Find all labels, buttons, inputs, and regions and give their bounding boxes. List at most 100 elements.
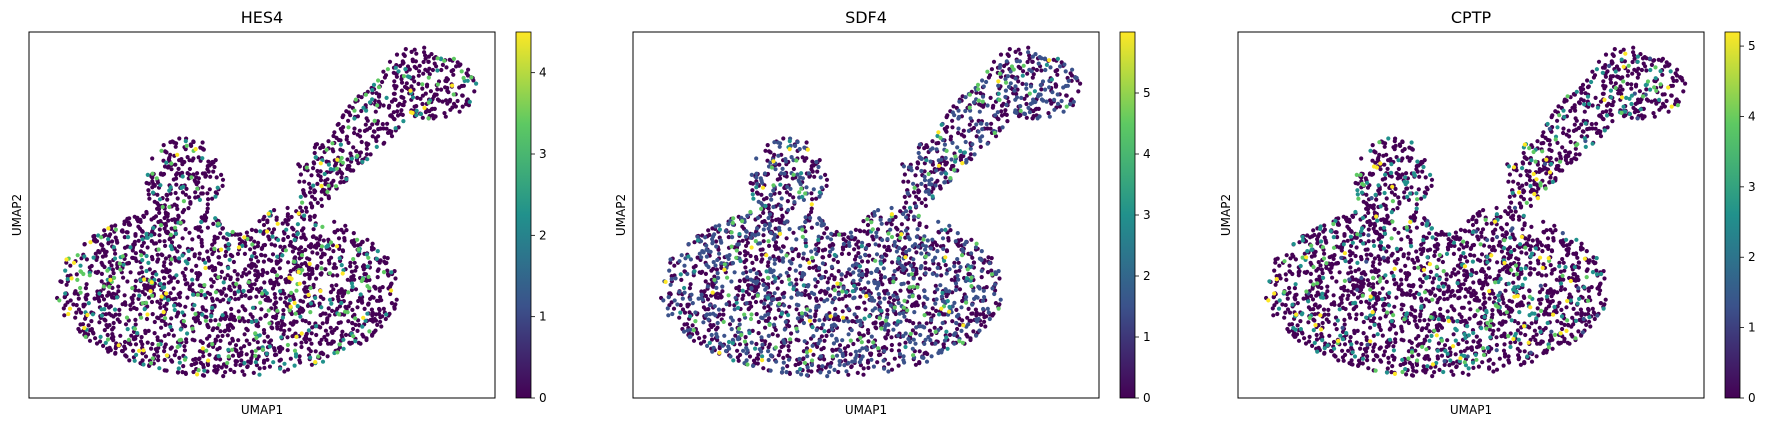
cell-point — [836, 292, 841, 297]
cell-point — [103, 251, 108, 256]
cell-point — [262, 330, 267, 336]
cell-point — [315, 181, 320, 186]
cell-point — [726, 221, 731, 227]
cell-point — [385, 268, 390, 273]
cell-point — [818, 370, 823, 375]
cell-point — [149, 217, 154, 222]
cell-point — [334, 326, 339, 331]
cell-point — [984, 285, 989, 290]
cell-point — [750, 181, 756, 186]
cell-point — [375, 268, 380, 273]
cell-point — [963, 95, 968, 100]
cell-point — [386, 273, 391, 278]
cell-point — [816, 234, 821, 239]
cell-point — [781, 360, 786, 365]
cell-point — [868, 298, 873, 303]
cell-point — [819, 185, 824, 190]
cell-point — [252, 282, 257, 287]
cell-point — [769, 197, 774, 202]
cell-point — [270, 252, 276, 257]
cell-point — [980, 78, 985, 83]
cell-point — [310, 204, 315, 209]
cell-point — [895, 295, 900, 300]
cell-point — [793, 247, 799, 252]
cell-point — [210, 196, 215, 201]
cell-point — [959, 237, 964, 242]
cell-point — [836, 369, 841, 375]
cell-point — [751, 267, 756, 272]
cell-point — [778, 176, 783, 181]
cell-point — [854, 254, 859, 259]
cell-point — [425, 69, 430, 74]
cell-point — [789, 331, 794, 336]
cell-point — [897, 342, 902, 347]
cell-point — [163, 321, 168, 327]
cell-point — [326, 258, 332, 263]
cell-point — [736, 358, 741, 363]
cell-point — [164, 353, 169, 358]
cell-point — [158, 305, 163, 310]
cell-point — [380, 122, 385, 127]
cell-point — [244, 230, 249, 235]
cell-point — [715, 257, 720, 263]
cell-point — [438, 56, 444, 61]
cell-point — [682, 269, 687, 274]
cell-point — [219, 172, 224, 177]
cell-point — [915, 227, 920, 232]
cell-point — [969, 157, 974, 162]
cell-point — [340, 294, 345, 299]
cell-point — [338, 138, 343, 143]
cell-point — [232, 369, 237, 375]
cell-point — [435, 56, 440, 61]
cell-point — [958, 265, 963, 270]
cell-point — [866, 365, 871, 370]
cell-point — [285, 367, 291, 372]
cell-point — [238, 363, 243, 368]
cell-point — [133, 288, 138, 293]
cell-point — [906, 280, 911, 285]
cell-point — [924, 359, 930, 364]
cell-point — [367, 125, 372, 131]
cell-point — [111, 338, 116, 343]
cell-point — [365, 237, 370, 242]
cell-point — [1038, 83, 1043, 88]
cell-point — [824, 177, 830, 182]
cell-point — [234, 348, 239, 353]
cell-point — [789, 246, 795, 251]
cell-point — [282, 244, 287, 250]
cell-point — [188, 200, 193, 205]
cell-point — [771, 204, 776, 210]
cell-point — [750, 232, 755, 237]
cell-point — [337, 312, 342, 317]
colorbar-tick-label: 2 — [539, 228, 547, 242]
cell-point — [923, 189, 928, 194]
cell-point — [124, 315, 130, 320]
cell-point — [1043, 67, 1048, 73]
cell-point — [886, 328, 891, 334]
cell-point — [784, 174, 789, 179]
cell-point — [962, 242, 967, 247]
cell-point — [903, 262, 908, 267]
cell-point — [65, 274, 70, 279]
cell-point — [901, 164, 907, 169]
cell-point — [872, 298, 877, 303]
cell-point — [930, 237, 935, 242]
cell-point — [952, 300, 957, 305]
cell-point — [856, 305, 861, 310]
cell-point — [902, 245, 908, 250]
cell-point — [336, 290, 341, 295]
cell-point — [914, 194, 919, 199]
cell-point — [887, 277, 892, 282]
cell-point — [827, 253, 832, 258]
cell-point — [886, 322, 891, 327]
cell-point — [352, 130, 357, 136]
cell-point — [809, 362, 815, 368]
cell-point — [375, 103, 380, 108]
cell-point — [176, 166, 181, 171]
cell-point — [874, 252, 880, 257]
cell-point — [981, 104, 986, 109]
cell-point — [185, 295, 190, 300]
cell-point — [796, 291, 801, 296]
cell-point — [307, 190, 313, 195]
cell-point — [282, 322, 287, 327]
